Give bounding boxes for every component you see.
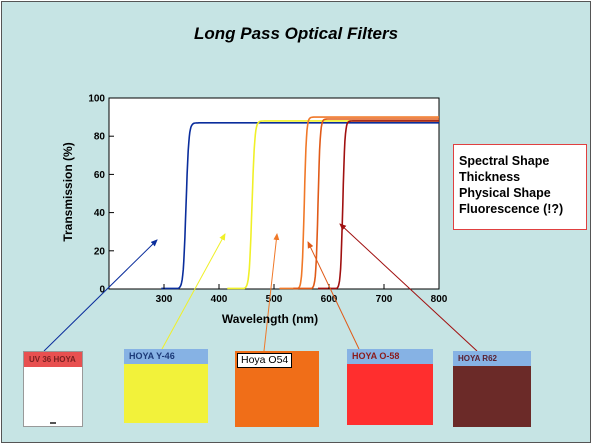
filter-arrow-4	[307, 241, 360, 350]
filter-properties-box: Spectral Shape Thickness Physical Shape …	[453, 144, 587, 230]
swatch-mark	[50, 422, 56, 424]
y-axis-label: Transmission (%)	[61, 142, 75, 241]
filter-swatch-r62: HOYA R62	[453, 351, 531, 427]
filter-label-y46: HOYA Y-46	[124, 349, 208, 364]
filter-arrow-2	[161, 233, 226, 350]
transmission-curves	[161, 116, 439, 290]
filter-arrows	[43, 223, 478, 352]
filter-label-uv36: UV 36 HOYA	[24, 352, 82, 367]
filter-label-o58: HOYA O-58	[347, 349, 433, 364]
filter-arrow-1	[43, 239, 158, 352]
filter-arrow-3	[263, 233, 280, 352]
filter-swatch-y46: HOYA Y-46	[124, 349, 208, 423]
y-tick-label: 40	[94, 208, 106, 219]
transmission-curve-1	[161, 122, 439, 290]
filter-arrow-5	[339, 223, 478, 352]
filter-label-o54: Hoya O54	[237, 353, 293, 368]
y-tick-label: 20	[94, 246, 106, 257]
x-tick-label: 600	[321, 294, 338, 305]
x-axis-label: Wavelength (nm)	[222, 312, 318, 326]
filter-swatch-o58: HOYA O-58	[347, 349, 433, 425]
property-fluorescence: Fluorescence (!?)	[459, 202, 564, 216]
property-physical-shape: Physical Shape	[459, 186, 551, 200]
y-tick-label: 0	[99, 285, 105, 296]
property-thickness: Thickness	[459, 170, 521, 184]
property-spectral-shape: Spectral Shape	[459, 154, 550, 168]
filter-swatch-o54: Hoya O54	[235, 351, 319, 427]
x-tick-label: 300	[156, 294, 173, 305]
transmission-curve-5	[318, 120, 439, 290]
y-tick-label: 80	[94, 132, 106, 143]
x-tick-label: 500	[266, 294, 283, 305]
transmission-curve-4	[293, 118, 439, 290]
y-tick-label: 60	[94, 170, 106, 181]
filter-label-r62: HOYA R62	[453, 351, 531, 366]
slide-title: Long Pass Optical Filters	[193, 24, 399, 43]
transmission-curve-3	[279, 116, 439, 290]
axis-ticks: 300 400 500 600 700 800 0 20 40 60 80 100	[88, 94, 447, 306]
filter-swatch-uv36: UV 36 HOYA	[23, 351, 83, 427]
x-tick-label: 400	[211, 294, 228, 305]
x-tick-label: 800	[431, 294, 448, 305]
x-tick-label: 700	[376, 294, 393, 305]
y-tick-label: 100	[88, 94, 105, 105]
